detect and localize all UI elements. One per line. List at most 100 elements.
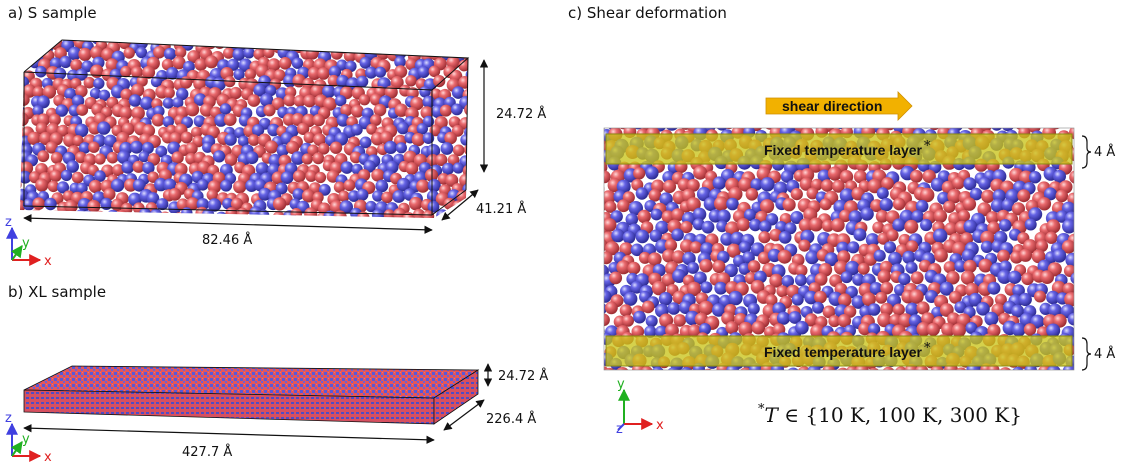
atom (288, 40, 300, 41)
atom (807, 365, 821, 370)
atom (227, 58, 240, 71)
atom (135, 46, 148, 59)
atom (906, 240, 919, 253)
atom (433, 75, 446, 88)
atom (604, 367, 615, 370)
atom (724, 263, 738, 278)
atom (635, 187, 649, 200)
atom (359, 56, 372, 69)
atom (804, 290, 818, 305)
atom (71, 171, 84, 184)
fixed-layer-top-label: Fixed temperature layer * (764, 139, 931, 158)
atom (745, 188, 759, 201)
atom (229, 86, 242, 100)
atom (258, 187, 272, 201)
atom (204, 40, 217, 50)
atom (444, 209, 456, 218)
atom (225, 207, 238, 218)
atom (671, 228, 684, 242)
xl-axis-triad: z y x (5, 411, 52, 465)
atom (757, 251, 771, 265)
atom (131, 83, 145, 97)
atom (860, 207, 874, 221)
atom (1053, 169, 1066, 183)
atom (846, 365, 858, 370)
atom (301, 153, 313, 165)
atom (213, 150, 226, 163)
atom (194, 58, 208, 71)
atom (394, 65, 408, 79)
atom (322, 40, 335, 41)
atom (851, 295, 866, 309)
atom (253, 83, 267, 97)
atom (604, 290, 612, 303)
atom (151, 113, 165, 127)
atom (591, 348, 604, 361)
atom (119, 106, 133, 120)
atom (238, 58, 253, 72)
atom (20, 66, 23, 80)
atom (374, 66, 386, 78)
atom (867, 303, 881, 316)
atom (886, 229, 899, 242)
atom (839, 170, 854, 184)
atom (997, 249, 1010, 263)
atom (616, 260, 631, 275)
atom (421, 40, 434, 50)
atom (759, 220, 772, 233)
atom (292, 188, 305, 201)
atom (193, 115, 206, 128)
atom (460, 134, 468, 146)
atom (671, 208, 685, 222)
atom (616, 179, 631, 194)
atom (193, 77, 207, 91)
atom (651, 280, 667, 296)
atom (1028, 207, 1043, 222)
atom (219, 103, 232, 115)
atom (611, 228, 625, 243)
atom (56, 181, 70, 194)
atom (371, 168, 385, 182)
atom (1063, 264, 1074, 277)
atom (1018, 292, 1032, 307)
atom (291, 113, 305, 126)
atom (313, 40, 328, 53)
atom (363, 160, 376, 173)
atom (750, 178, 763, 191)
atom (359, 136, 372, 149)
atom (604, 200, 617, 213)
atom (128, 94, 142, 107)
atom (49, 210, 62, 218)
atom (888, 251, 902, 266)
atom (862, 292, 876, 307)
atom (296, 122, 310, 135)
atom (89, 87, 102, 100)
atom (623, 291, 638, 306)
atom (343, 40, 355, 44)
atom (172, 56, 186, 70)
atom (333, 181, 346, 193)
atom (1050, 128, 1060, 130)
atom (120, 65, 132, 78)
atom (650, 208, 663, 221)
atom (291, 151, 305, 165)
atom (233, 68, 245, 81)
atom (952, 176, 965, 190)
atom (150, 76, 163, 88)
s-height-label: 24.72 Å (496, 106, 546, 122)
atom (197, 179, 209, 191)
atom (809, 217, 823, 232)
atom (343, 179, 356, 192)
atom (440, 142, 454, 155)
atom (892, 197, 906, 211)
atom (633, 167, 646, 180)
atom (464, 143, 468, 156)
atom (699, 323, 711, 335)
atom (214, 113, 228, 127)
atom (822, 305, 836, 319)
atom (828, 315, 841, 328)
atom (845, 128, 853, 130)
atom (947, 312, 961, 326)
atom (197, 161, 211, 175)
